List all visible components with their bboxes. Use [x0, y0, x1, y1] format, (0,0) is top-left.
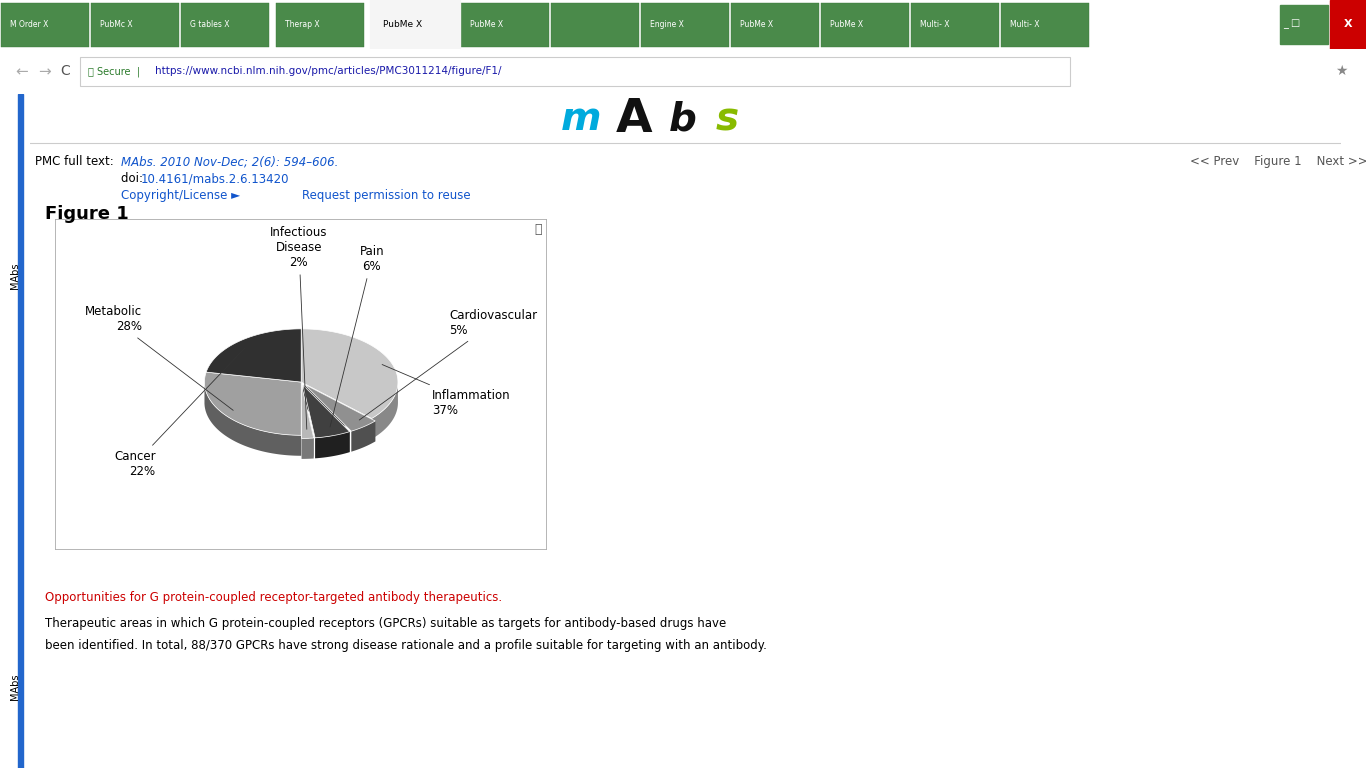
- Bar: [81, 58, 1070, 85]
- Bar: [641, 3, 729, 47]
- Text: ←: ←: [15, 64, 27, 79]
- Text: Therapeutic areas in which G protein-coupled receptors (GPCRs) suitable as targe: Therapeutic areas in which G protein-cou…: [45, 617, 727, 631]
- Text: Infectious
Disease
2%: Infectious Disease 2%: [270, 227, 328, 429]
- Text: 10.4161/mabs.2.6.13420: 10.4161/mabs.2.6.13420: [141, 172, 290, 185]
- Text: MAbs. 2010 Nov-Dec; 2(6): 594–606.: MAbs. 2010 Nov-Dec; 2(6): 594–606.: [120, 155, 339, 168]
- Text: Request permission to reuse: Request permission to reuse: [302, 189, 471, 202]
- Polygon shape: [206, 329, 301, 382]
- Bar: [1, 3, 89, 47]
- Text: s: s: [716, 100, 738, 138]
- Text: C: C: [60, 65, 70, 78]
- Text: 🔒 Secure  |: 🔒 Secure |: [87, 66, 139, 77]
- Text: MAbs: MAbs: [10, 263, 20, 289]
- Text: b: b: [669, 100, 697, 138]
- Polygon shape: [303, 385, 350, 452]
- Polygon shape: [302, 438, 314, 459]
- Text: << Prev    Figure 1    Next >>: << Prev Figure 1 Next >>: [1190, 155, 1366, 168]
- Polygon shape: [302, 386, 314, 439]
- Bar: [550, 3, 639, 47]
- Bar: [276, 3, 363, 47]
- Text: PubMe X: PubMe X: [831, 19, 863, 28]
- Bar: [92, 3, 179, 47]
- Text: Metabolic
28%: Metabolic 28%: [85, 306, 234, 410]
- Bar: [1330, 0, 1366, 49]
- Polygon shape: [351, 421, 376, 452]
- Text: MAbs: MAbs: [10, 674, 20, 700]
- Text: PMC full text:: PMC full text:: [36, 155, 113, 168]
- Text: https://www.ncbi.nlm.nih.gov/pmc/articles/PMC3011214/figure/F1/: https://www.ncbi.nlm.nih.gov/pmc/article…: [154, 66, 501, 77]
- Text: PubMe X: PubMe X: [470, 19, 503, 28]
- Text: doi:: doi:: [120, 172, 150, 185]
- Polygon shape: [372, 382, 398, 439]
- Bar: [1001, 3, 1089, 47]
- Polygon shape: [303, 385, 350, 438]
- Text: Opportunities for G protein-coupled receptor-targeted antibody therapeutics.: Opportunities for G protein-coupled rece…: [45, 591, 503, 604]
- Text: _ □: _ □: [1283, 19, 1300, 29]
- Text: Pain
6%: Pain 6%: [331, 245, 384, 427]
- Text: A: A: [616, 97, 652, 141]
- Text: 🔍: 🔍: [535, 223, 542, 236]
- Text: PubMe X: PubMe X: [740, 19, 773, 28]
- Text: Figure 1: Figure 1: [45, 205, 128, 223]
- Text: been identified. In total, 88/370 GPCRs have strong disease rationale and a prof: been identified. In total, 88/370 GPCRs …: [45, 639, 766, 652]
- Bar: [182, 3, 269, 47]
- Bar: [821, 3, 908, 47]
- Text: →: →: [38, 64, 51, 79]
- Text: Engine X: Engine X: [650, 19, 684, 28]
- Polygon shape: [301, 329, 398, 419]
- Polygon shape: [205, 383, 301, 455]
- Polygon shape: [305, 385, 376, 442]
- Polygon shape: [316, 432, 350, 458]
- Text: m: m: [560, 100, 601, 138]
- Bar: [460, 3, 549, 47]
- Bar: [370, 0, 460, 49]
- Text: Cancer
22%: Cancer 22%: [113, 348, 245, 478]
- Text: Copyright/License ►: Copyright/License ►: [120, 189, 240, 202]
- Text: G tables X: G tables X: [190, 19, 229, 28]
- Text: Cardiovascular
5%: Cardiovascular 5%: [359, 309, 537, 420]
- Text: Multi- X: Multi- X: [919, 19, 949, 28]
- Bar: [911, 3, 999, 47]
- Text: Inflammation
37%: Inflammation 37%: [382, 365, 511, 416]
- Polygon shape: [305, 385, 376, 431]
- Text: PubMc X: PubMc X: [100, 19, 133, 28]
- Polygon shape: [302, 386, 314, 458]
- Bar: [731, 3, 820, 47]
- Text: X: X: [1344, 19, 1352, 29]
- Bar: [18, 94, 22, 768]
- Text: ★: ★: [1335, 65, 1347, 78]
- Bar: [1280, 5, 1328, 44]
- Text: Therap X: Therap X: [285, 19, 320, 28]
- Polygon shape: [205, 372, 301, 435]
- Text: Multi- X: Multi- X: [1009, 19, 1040, 28]
- Text: M Order X: M Order X: [10, 19, 48, 28]
- Text: PubMe X: PubMe X: [382, 19, 422, 28]
